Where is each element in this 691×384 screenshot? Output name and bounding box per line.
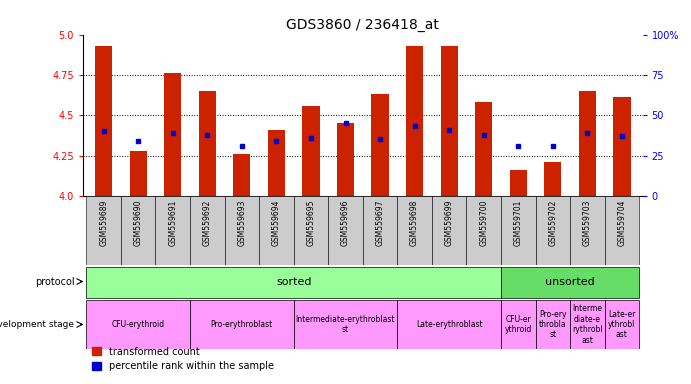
Text: unsorted: unsorted	[545, 276, 595, 286]
Text: GSM559696: GSM559696	[341, 199, 350, 246]
FancyBboxPatch shape	[466, 196, 501, 265]
Text: GSM559702: GSM559702	[548, 199, 558, 246]
Bar	[475, 102, 492, 196]
Text: GSM559692: GSM559692	[202, 199, 212, 246]
Bar	[164, 73, 181, 196]
Text: GSM559691: GSM559691	[168, 199, 178, 246]
FancyBboxPatch shape	[86, 300, 190, 349]
FancyBboxPatch shape	[294, 196, 328, 265]
Text: CFU-er
ythroid: CFU-er ythroid	[504, 315, 532, 334]
FancyBboxPatch shape	[570, 300, 605, 349]
FancyBboxPatch shape	[121, 196, 155, 265]
Bar	[337, 123, 354, 196]
FancyBboxPatch shape	[86, 196, 121, 265]
Bar	[372, 94, 388, 196]
Bar	[129, 151, 146, 196]
Bar	[614, 98, 630, 196]
Bar	[268, 130, 285, 196]
Text: Late-erythroblast: Late-erythroblast	[416, 320, 482, 329]
Text: Intermediate-erythroblast
st: Intermediate-erythroblast st	[296, 315, 395, 334]
Text: Interme
diate-e
rythrobl
ast: Interme diate-e rythrobl ast	[572, 305, 603, 344]
FancyBboxPatch shape	[605, 196, 639, 265]
Text: GSM559703: GSM559703	[583, 199, 592, 246]
FancyBboxPatch shape	[328, 196, 363, 265]
Text: GSM559704: GSM559704	[617, 199, 627, 246]
FancyBboxPatch shape	[294, 300, 397, 349]
FancyBboxPatch shape	[190, 196, 225, 265]
Title: GDS3860 / 236418_at: GDS3860 / 236418_at	[286, 18, 439, 32]
Text: protocol: protocol	[35, 276, 74, 286]
Text: GSM559698: GSM559698	[410, 199, 419, 246]
FancyBboxPatch shape	[501, 266, 639, 298]
FancyBboxPatch shape	[501, 300, 536, 349]
FancyBboxPatch shape	[190, 300, 294, 349]
Text: Pro-ery
throbla
st: Pro-ery throbla st	[539, 310, 567, 339]
Bar	[199, 91, 216, 196]
FancyBboxPatch shape	[155, 196, 190, 265]
Text: GSM559690: GSM559690	[133, 199, 143, 246]
Bar	[579, 91, 596, 196]
FancyBboxPatch shape	[432, 196, 466, 265]
Bar	[441, 46, 457, 196]
Legend: transformed count, percentile rank within the sample: transformed count, percentile rank withi…	[88, 343, 278, 375]
FancyBboxPatch shape	[225, 196, 259, 265]
FancyBboxPatch shape	[605, 300, 639, 349]
FancyBboxPatch shape	[397, 300, 501, 349]
Text: Late-er
ythrobl
ast: Late-er ythrobl ast	[608, 310, 636, 339]
Text: GSM559701: GSM559701	[513, 199, 523, 246]
Text: sorted: sorted	[276, 276, 312, 286]
FancyBboxPatch shape	[397, 196, 432, 265]
FancyBboxPatch shape	[363, 196, 397, 265]
Bar	[95, 46, 112, 196]
Bar	[510, 170, 527, 196]
Bar	[302, 106, 319, 196]
FancyBboxPatch shape	[259, 196, 294, 265]
FancyBboxPatch shape	[570, 196, 605, 265]
FancyBboxPatch shape	[536, 300, 570, 349]
Text: GSM559700: GSM559700	[479, 199, 489, 246]
Text: GSM559689: GSM559689	[99, 199, 108, 246]
Text: Pro-erythroblast: Pro-erythroblast	[211, 320, 273, 329]
Text: GSM559694: GSM559694	[272, 199, 281, 246]
Text: development stage: development stage	[0, 320, 74, 329]
Text: GSM559697: GSM559697	[375, 199, 385, 246]
Bar	[545, 162, 561, 196]
Text: GSM559693: GSM559693	[237, 199, 247, 246]
FancyBboxPatch shape	[86, 266, 501, 298]
Bar	[234, 154, 251, 196]
FancyBboxPatch shape	[536, 196, 570, 265]
Text: GSM559695: GSM559695	[306, 199, 316, 246]
Bar	[406, 46, 423, 196]
Text: CFU-erythroid: CFU-erythroid	[112, 320, 164, 329]
Text: GSM559699: GSM559699	[444, 199, 454, 246]
FancyBboxPatch shape	[501, 196, 536, 265]
